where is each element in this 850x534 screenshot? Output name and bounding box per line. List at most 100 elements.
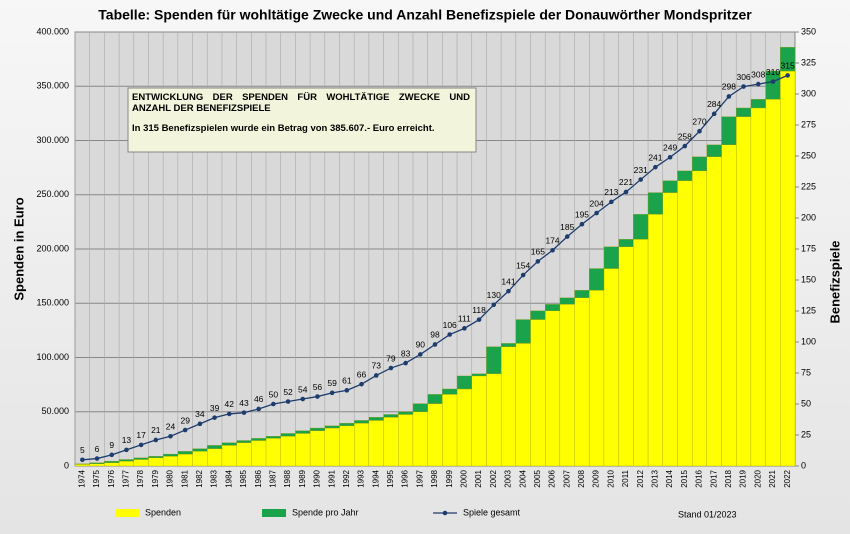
data-label: 195 <box>575 209 589 219</box>
x-tick-label: 1975 <box>92 469 101 487</box>
bar-segment <box>721 116 737 145</box>
line-point <box>212 415 217 420</box>
x-tick-label: 2017 <box>709 469 718 487</box>
bar-segment <box>662 180 678 193</box>
bar-segment <box>442 394 458 467</box>
data-label: 141 <box>501 276 515 286</box>
bar-segment <box>780 70 796 467</box>
line-point <box>726 94 732 99</box>
line-point <box>373 373 379 378</box>
bar-segment <box>412 403 428 412</box>
x-tick-label: 2006 <box>548 469 557 487</box>
line-point <box>447 332 452 337</box>
line-point <box>124 447 129 453</box>
bar-segment <box>324 425 340 429</box>
y-tick-label: 50.000 <box>41 406 69 416</box>
x-tick-label: 1993 <box>357 469 366 487</box>
x-tick-label: 2004 <box>518 469 527 487</box>
data-label: 258 <box>678 131 692 141</box>
bar-segment <box>471 375 487 467</box>
line-point <box>770 79 776 84</box>
bar-segment <box>207 445 223 449</box>
y-tick-label: 350.000 <box>36 81 69 91</box>
bar-segment <box>780 47 796 72</box>
y2-tick-label: 325 <box>801 57 816 67</box>
bar-segment <box>456 375 472 390</box>
bar-segment <box>603 246 619 269</box>
data-label: 34 <box>195 409 205 419</box>
bar-segment <box>500 346 516 467</box>
data-label: 50 <box>269 389 279 399</box>
data-label: 284 <box>707 99 721 109</box>
bar-segment <box>236 442 252 467</box>
bar-segment <box>295 430 311 434</box>
y2-axis-label: Benefizspiele <box>827 240 842 323</box>
y2-tick-label: 275 <box>801 119 816 129</box>
bar-segment <box>163 456 179 467</box>
data-label: 221 <box>619 177 633 187</box>
x-tick-label: 1980 <box>166 469 175 487</box>
line-point <box>476 317 482 322</box>
data-label: 249 <box>663 142 677 152</box>
data-label: 21 <box>151 425 161 435</box>
data-label: 13 <box>122 435 132 445</box>
bar-segment <box>148 457 164 467</box>
bar-segment <box>398 411 414 415</box>
data-label: 111 <box>458 314 471 324</box>
bar-segment <box>89 462 105 464</box>
bar-segment <box>280 436 296 467</box>
annotation-heading: ENTWICKLUNG DER SPENDEN FÜR WOHLTÄTIGE Z… <box>132 92 470 114</box>
data-label: 174 <box>545 235 559 245</box>
bar-segment <box>148 456 164 459</box>
line-point <box>153 437 159 443</box>
bar-segment <box>383 414 399 418</box>
annotation-text: In 315 Benefizspielen wurde ein Betrag v… <box>132 123 435 134</box>
bar-segment <box>633 239 649 467</box>
bar-segment <box>251 440 267 467</box>
annotation-box <box>127 87 477 153</box>
data-label: 43 <box>239 398 249 408</box>
bar-segment <box>545 310 561 467</box>
line-point <box>564 234 570 239</box>
bar-segment <box>251 438 267 441</box>
line-point <box>109 452 115 458</box>
data-label: 298 <box>722 82 736 92</box>
x-tick-label: 2005 <box>533 469 542 487</box>
bar-segment <box>368 417 384 421</box>
data-label: 98 <box>430 330 440 340</box>
bar-segment <box>192 448 208 452</box>
line-point <box>506 288 511 294</box>
bar-segment <box>559 297 575 305</box>
bar-segment <box>309 427 325 431</box>
bar-segment <box>118 460 134 467</box>
bar-segment <box>647 192 663 215</box>
bar-segment <box>383 417 399 467</box>
bar-segment <box>736 116 752 467</box>
x-tick-label: 1986 <box>254 469 263 487</box>
line-point <box>300 396 306 402</box>
data-label: 185 <box>560 222 574 232</box>
x-tick-label: 1984 <box>224 469 233 487</box>
x-tick-label: 1989 <box>298 469 307 487</box>
bar-segment <box>339 422 355 427</box>
legend-label: Spiele gesamt <box>463 507 521 517</box>
line-point <box>491 302 497 308</box>
x-tick-label: 1996 <box>401 469 410 487</box>
line-point <box>741 84 746 89</box>
bar-segment <box>574 290 590 298</box>
x-tick-label: 1983 <box>210 469 219 487</box>
annotation: ENTWICKLUNG DER SPENDEN FÜR WOHLTÄTIGE Z… <box>132 92 470 134</box>
x-tick-label: 1978 <box>136 469 145 487</box>
x-tick-label: 2000 <box>459 469 468 487</box>
bar-segment <box>89 463 105 467</box>
bar-segment <box>589 268 605 291</box>
x-tick-label: 2008 <box>577 469 586 487</box>
line-point <box>432 342 438 347</box>
line-point <box>697 128 702 134</box>
bar-segment <box>633 214 649 240</box>
y-tick-label: 200.000 <box>36 243 69 253</box>
bar-segment <box>133 459 149 467</box>
bar-segment <box>750 99 766 109</box>
bar-segment <box>427 403 443 467</box>
